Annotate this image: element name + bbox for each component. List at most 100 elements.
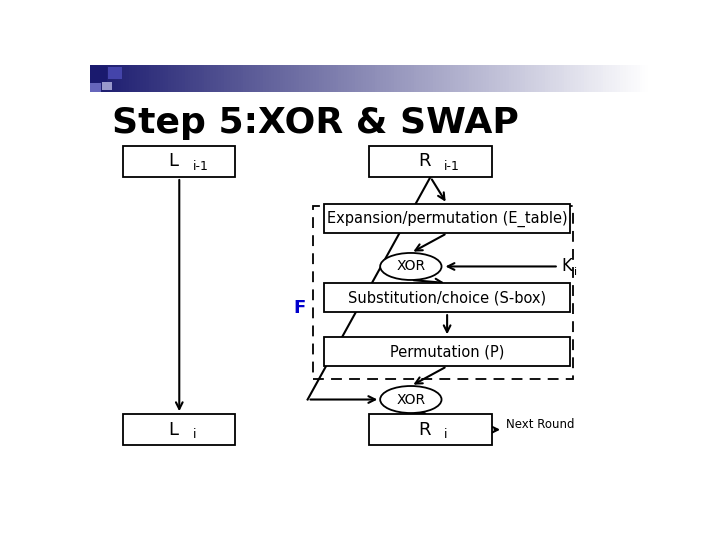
- Bar: [508, 65, 511, 92]
- Bar: [243, 65, 246, 92]
- Bar: [361, 65, 364, 92]
- Bar: [207, 65, 210, 92]
- Bar: [190, 65, 193, 92]
- FancyBboxPatch shape: [324, 337, 570, 366]
- Bar: [179, 65, 182, 92]
- Bar: [252, 65, 255, 92]
- Bar: [483, 65, 486, 92]
- Bar: [595, 65, 598, 92]
- Bar: [559, 65, 562, 92]
- Bar: [233, 65, 235, 92]
- Bar: [358, 65, 361, 92]
- Bar: [188, 65, 190, 92]
- Bar: [364, 65, 366, 92]
- Bar: [313, 65, 316, 92]
- Bar: [478, 65, 481, 92]
- Bar: [322, 65, 324, 92]
- Bar: [297, 65, 300, 92]
- Bar: [464, 65, 467, 92]
- Bar: [623, 65, 626, 92]
- Bar: [505, 65, 508, 92]
- Bar: [392, 65, 394, 92]
- Bar: [528, 65, 531, 92]
- Bar: [148, 65, 151, 92]
- Bar: [553, 65, 556, 92]
- Bar: [96, 65, 99, 92]
- Bar: [300, 65, 302, 92]
- Bar: [642, 65, 645, 92]
- Bar: [151, 65, 154, 92]
- Bar: [168, 65, 171, 92]
- Bar: [238, 65, 240, 92]
- Bar: [606, 65, 609, 92]
- Bar: [603, 65, 606, 92]
- Ellipse shape: [380, 386, 441, 413]
- Text: XOR: XOR: [396, 259, 426, 273]
- Bar: [310, 65, 313, 92]
- Bar: [495, 65, 498, 92]
- Bar: [347, 65, 349, 92]
- Bar: [489, 65, 492, 92]
- Bar: [224, 65, 227, 92]
- Bar: [447, 65, 450, 92]
- Bar: [99, 65, 101, 92]
- Bar: [587, 65, 590, 92]
- Bar: [333, 65, 336, 92]
- Bar: [397, 65, 400, 92]
- Bar: [520, 65, 523, 92]
- Bar: [486, 65, 489, 92]
- Bar: [416, 65, 419, 92]
- Bar: [230, 65, 233, 92]
- Bar: [143, 65, 145, 92]
- Bar: [564, 65, 567, 92]
- Bar: [413, 65, 416, 92]
- Bar: [246, 65, 249, 92]
- Bar: [422, 65, 425, 92]
- Bar: [556, 65, 559, 92]
- Bar: [324, 65, 327, 92]
- Bar: [444, 65, 447, 92]
- Bar: [316, 65, 319, 92]
- Bar: [631, 65, 634, 92]
- Bar: [372, 65, 374, 92]
- Bar: [193, 65, 196, 92]
- Bar: [341, 65, 344, 92]
- Bar: [344, 65, 347, 92]
- Bar: [408, 65, 411, 92]
- Bar: [302, 65, 305, 92]
- Text: i: i: [193, 428, 197, 441]
- Bar: [433, 65, 436, 92]
- Bar: [90, 65, 93, 92]
- Bar: [400, 65, 402, 92]
- Bar: [369, 65, 372, 92]
- Bar: [615, 65, 617, 92]
- Bar: [639, 65, 642, 92]
- Bar: [575, 65, 578, 92]
- Bar: [282, 65, 285, 92]
- Bar: [101, 65, 104, 92]
- Bar: [204, 65, 207, 92]
- Bar: [112, 65, 115, 92]
- Bar: [163, 65, 166, 92]
- Bar: [305, 65, 307, 92]
- Bar: [285, 65, 288, 92]
- Bar: [469, 65, 472, 92]
- Bar: [438, 65, 441, 92]
- Bar: [584, 65, 587, 92]
- Bar: [534, 65, 536, 92]
- Text: L: L: [168, 421, 179, 438]
- Text: Expansion/permutation (E_table): Expansion/permutation (E_table): [327, 211, 567, 227]
- Bar: [428, 65, 431, 92]
- Bar: [578, 65, 581, 92]
- Bar: [645, 65, 648, 92]
- Text: i-1: i-1: [444, 160, 460, 173]
- Bar: [338, 65, 341, 92]
- Bar: [526, 65, 528, 92]
- Bar: [425, 65, 428, 92]
- Bar: [598, 65, 600, 92]
- Bar: [612, 65, 615, 92]
- Bar: [352, 65, 355, 92]
- Bar: [138, 65, 140, 92]
- Bar: [93, 65, 96, 92]
- Bar: [227, 65, 230, 92]
